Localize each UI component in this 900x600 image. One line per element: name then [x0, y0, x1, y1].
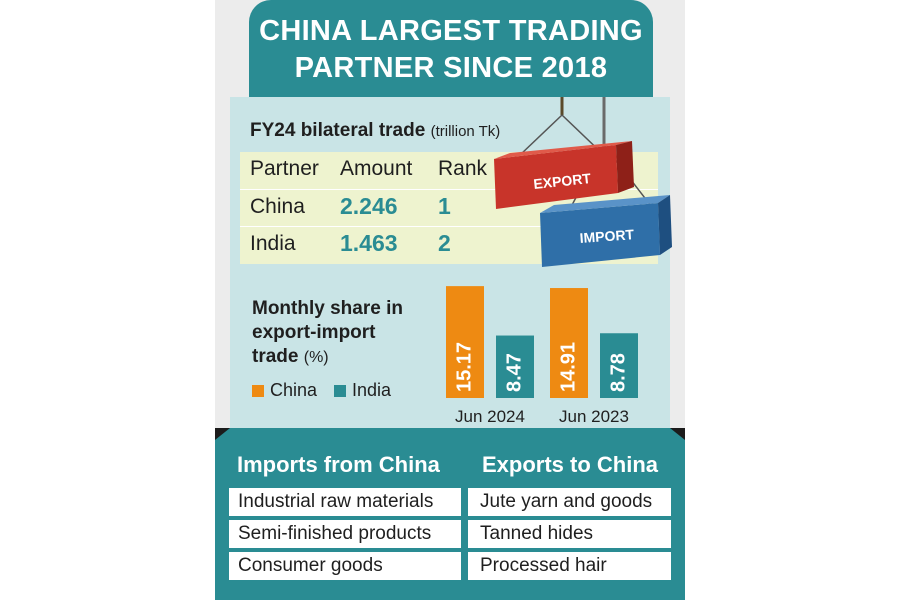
table-header-row: Partner Amount Rank — [240, 152, 658, 189]
header-rank: Rank — [438, 157, 488, 180]
bar-china-0 — [446, 286, 484, 398]
row-rank: 1 — [438, 193, 451, 219]
legend-label-china: China — [270, 380, 318, 400]
list-item: Semi-finished products — [229, 520, 461, 548]
import-container-icon: IMPORT — [540, 195, 672, 267]
row-partner: China — [250, 195, 305, 218]
exports-heading: Exports to China — [482, 452, 659, 477]
chart-title-line-3: trade — [252, 346, 299, 367]
header-partner: Partner — [250, 157, 319, 180]
band-corner-left — [215, 428, 230, 440]
category-label-1: Jun 2023 — [559, 407, 629, 426]
legend-swatch-china — [252, 385, 264, 397]
bilateral-trade-heading: FY24 bilateral trade (trillion Tk) — [250, 120, 500, 142]
category-label-0: Jun 2024 — [455, 407, 525, 426]
row-amount: 1.463 — [340, 230, 398, 256]
legend-swatch-india — [334, 385, 346, 397]
shipping-containers-illustration: EXPORT IMPORT — [494, 97, 672, 267]
legend-india: India — [334, 380, 391, 401]
chart-unit: (%) — [303, 349, 329, 366]
list-item: Consumer goods — [229, 552, 461, 580]
bar-value-label-china-0: 15.17 — [453, 342, 475, 392]
import-container-label: IMPORT — [579, 226, 635, 246]
bilateral-unit: (trillion Tk) — [430, 123, 501, 140]
list-item: Jute yarn and goods — [468, 488, 671, 516]
table-row: China 2.246 1 — [240, 189, 658, 226]
header-amount: Amount — [340, 157, 413, 180]
list-item: Industrial raw materials — [229, 488, 461, 516]
bar-value-label-india-0: 8.47 — [503, 353, 525, 392]
bar-china-1 — [550, 288, 588, 398]
bilateral-heading-text: FY24 bilateral trade — [250, 120, 426, 141]
legend-label-india: India — [352, 380, 392, 400]
title-line-2: PARTNER SINCE 2018 — [294, 52, 608, 84]
export-container-label: EXPORT — [533, 170, 592, 192]
list-item: Processed hair — [468, 552, 671, 580]
bar-india-0 — [496, 335, 534, 398]
chart-title-line-1: Monthly share in — [252, 298, 403, 319]
row-partner: India — [250, 232, 296, 255]
bar-india-1 — [600, 333, 638, 398]
imports-heading: Imports from China — [237, 452, 440, 477]
bar-value-label-india-1: 8.78 — [607, 353, 629, 392]
list-item: Tanned hides — [468, 520, 671, 548]
row-rank: 2 — [438, 230, 451, 256]
band-corner-right — [670, 428, 685, 440]
row-amount: 2.246 — [340, 193, 398, 219]
infographic-title: CHINA LARGEST TRADING PARTNER SINCE 2018 — [249, 0, 653, 97]
chart-title: Monthly share in export-import trade (%) — [252, 297, 442, 370]
legend-china: China — [252, 380, 317, 401]
table-row: India 1.463 2 — [240, 226, 658, 263]
title-line-1: CHINA LARGEST TRADING — [259, 15, 643, 47]
chart-title-line-2: export-import — [252, 322, 376, 343]
share-bar-chart: 15.17 8.47 Jun 2024 14.91 8.78 Jun 2023 — [446, 286, 638, 426]
export-container-icon: EXPORT — [494, 141, 634, 209]
bar-value-label-china-1: 14.91 — [557, 342, 579, 392]
